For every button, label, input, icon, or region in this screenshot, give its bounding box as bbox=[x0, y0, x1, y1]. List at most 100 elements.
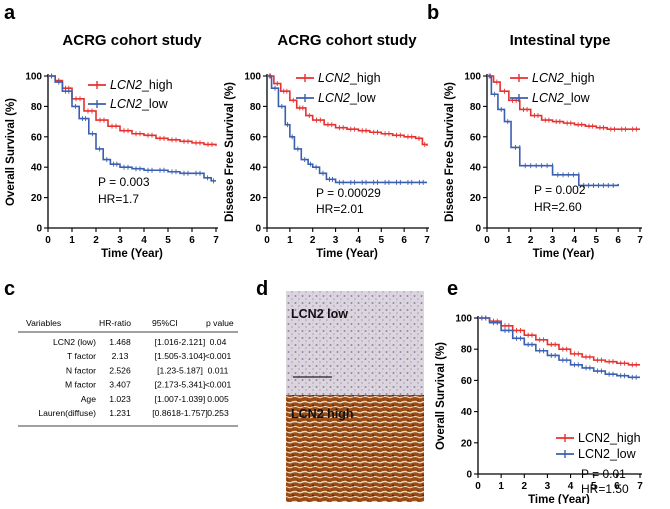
legend-italic: LCN2 bbox=[110, 97, 142, 111]
table-row: Age 1.023 [1.007-1.039] 0.005 bbox=[81, 394, 229, 404]
table-cell: 1.468 bbox=[109, 337, 131, 347]
legend-rest: LCN2_high bbox=[578, 431, 641, 445]
x-tick-label: 5 bbox=[591, 481, 597, 492]
x-tick-label: 2 bbox=[93, 235, 99, 246]
panel-label-b: b bbox=[427, 2, 439, 24]
series-line-lcn2-high bbox=[267, 75, 428, 146]
y-axis-label: Overall Survival (%) bbox=[5, 98, 17, 206]
y-tick-label: 60 bbox=[461, 376, 473, 387]
x-tick-label: 4 bbox=[568, 481, 574, 492]
table-cell: [1.23-5.187] bbox=[157, 365, 203, 375]
legend-entry: LCN2_high bbox=[318, 71, 381, 85]
x-tick-label: 4 bbox=[356, 235, 362, 246]
table-cell: <0.001 bbox=[205, 380, 232, 390]
legend-rest: _low bbox=[563, 91, 591, 105]
panel-label-c: c bbox=[4, 278, 15, 300]
x-tick-label: 7 bbox=[424, 235, 430, 246]
x-tick-label: 4 bbox=[572, 235, 578, 246]
panel-label-a: a bbox=[4, 2, 16, 24]
x-tick-label: 0 bbox=[264, 235, 270, 246]
ihc-images: LCN2 low LCN2 high bbox=[286, 291, 424, 502]
x-axis-label: Time (Year) bbox=[316, 248, 378, 260]
table-cell-variable: LCN2 (low) bbox=[53, 337, 96, 347]
table-header-p: p value bbox=[206, 318, 234, 328]
x-tick-label: 2 bbox=[528, 235, 534, 246]
table-row: LCN2 (low) 1.468 [1.016-2.121] 0.04 bbox=[53, 337, 227, 347]
table-cell: 0.005 bbox=[207, 394, 229, 404]
legend-rest: _high bbox=[141, 78, 173, 92]
hazard-ratio: HR=2.01 bbox=[316, 202, 364, 216]
y-tick-label: 20 bbox=[470, 193, 482, 204]
series-line-lcn2-high bbox=[478, 317, 640, 366]
y-tick-label: 20 bbox=[250, 193, 262, 204]
ihc-image-lcn2-low bbox=[286, 291, 424, 395]
x-tick-label: 1 bbox=[498, 481, 504, 492]
table-cell-variable: Lauren(diffuse) bbox=[38, 408, 96, 418]
x-axis-label: Time (Year) bbox=[101, 248, 163, 260]
x-tick-label: 3 bbox=[550, 235, 556, 246]
x-tick-label: 5 bbox=[594, 235, 600, 246]
table-header-variables: Variables bbox=[26, 318, 61, 328]
table-cell-variable: N factor bbox=[66, 365, 96, 375]
x-tick-label: 7 bbox=[637, 235, 643, 246]
y-tick-label: 0 bbox=[36, 224, 42, 235]
table-cell: [2.173-5.341] bbox=[155, 380, 206, 390]
ihc-image-lcn2-high bbox=[286, 395, 424, 502]
p-value: P = 0.003 bbox=[98, 175, 150, 189]
y-tick-label: 60 bbox=[31, 132, 43, 143]
table-cell: 3.407 bbox=[109, 380, 131, 390]
table-cell: 1.023 bbox=[109, 394, 131, 404]
y-tick-label: 100 bbox=[464, 72, 481, 83]
legend-entry: LCN2_low bbox=[318, 91, 377, 105]
legend-italic: LCN2 bbox=[318, 91, 350, 105]
x-tick-label: 3 bbox=[545, 481, 551, 492]
chart-title: ACRG cohort study bbox=[277, 32, 417, 49]
y-tick-label: 0 bbox=[255, 224, 261, 235]
legend-italic: LCN2 bbox=[532, 91, 564, 105]
x-tick-label: 6 bbox=[615, 235, 621, 246]
table-cell-variable: M factor bbox=[65, 380, 96, 390]
x-tick-label: 5 bbox=[165, 235, 171, 246]
table-cell: <0.001 bbox=[205, 351, 232, 361]
table-header-hr: HR-ratio bbox=[99, 318, 131, 328]
chart-a-disease-free-survival: ACRG cohort study 0 1 2 3 4 5 6 7 0 20 40 60 80 100 Tim… bbox=[224, 32, 430, 260]
table-cell: 2.13 bbox=[112, 351, 129, 361]
table-cell: [1.505-3.104] bbox=[155, 351, 206, 361]
table-row: Lauren(diffuse) 1.231 [0.8618-1.757] 0.253 bbox=[38, 408, 229, 418]
x-axis-label: Time (Year) bbox=[528, 494, 590, 504]
table-cell-variable: T factor bbox=[67, 351, 96, 361]
legend-entry: LCN2_low bbox=[110, 97, 169, 111]
table-cell: 0.011 bbox=[208, 365, 229, 375]
x-tick-label: 7 bbox=[213, 235, 219, 246]
x-tick-label: 3 bbox=[333, 235, 339, 246]
y-axis-label: Overall Survival (%) bbox=[435, 342, 447, 450]
table-cell: 1.231 bbox=[109, 408, 131, 418]
table-cell: [1.016-2.121] bbox=[155, 337, 206, 347]
legend-rest: _low bbox=[349, 91, 377, 105]
y-tick-label: 20 bbox=[461, 438, 473, 449]
y-axis-label: Disease Free Survival (%) bbox=[224, 82, 236, 222]
hazard-ratio: HR=1.7 bbox=[98, 192, 139, 206]
series-line-lcn2-high bbox=[48, 75, 217, 146]
legend-entry: LCN2_high bbox=[110, 78, 173, 92]
panel-label-e: e bbox=[447, 278, 458, 300]
chart-a-overall-survival: ACRG cohort study 0 1 2 3 4 5 6 7 0 20 40 60 80 100 Tim… bbox=[5, 32, 219, 260]
table-cell: 2.526 bbox=[109, 365, 131, 375]
p-value: P = 0.002 bbox=[534, 183, 586, 197]
x-tick-label: 1 bbox=[69, 235, 75, 246]
legend-rest: LCN2_low bbox=[578, 447, 637, 461]
table-row: M factor 3.407 [2.173-5.341] <0.001 bbox=[65, 380, 232, 390]
y-tick-label: 60 bbox=[470, 132, 482, 143]
x-axis-label: Time (Year) bbox=[533, 248, 595, 260]
y-tick-label: 40 bbox=[470, 163, 482, 174]
y-tick-label: 100 bbox=[244, 72, 261, 83]
x-tick-label: 6 bbox=[401, 235, 407, 246]
y-tick-label: 100 bbox=[455, 314, 472, 325]
table-cell: [0.8618-1.757] bbox=[152, 408, 207, 418]
legend-entry: LCN2_high bbox=[532, 71, 595, 85]
p-value: P = 0.00029 bbox=[316, 186, 381, 200]
y-tick-label: 0 bbox=[475, 224, 481, 235]
ihc-label-high: LCN2 high bbox=[291, 407, 354, 421]
legend-italic: LCN2 bbox=[110, 78, 142, 92]
